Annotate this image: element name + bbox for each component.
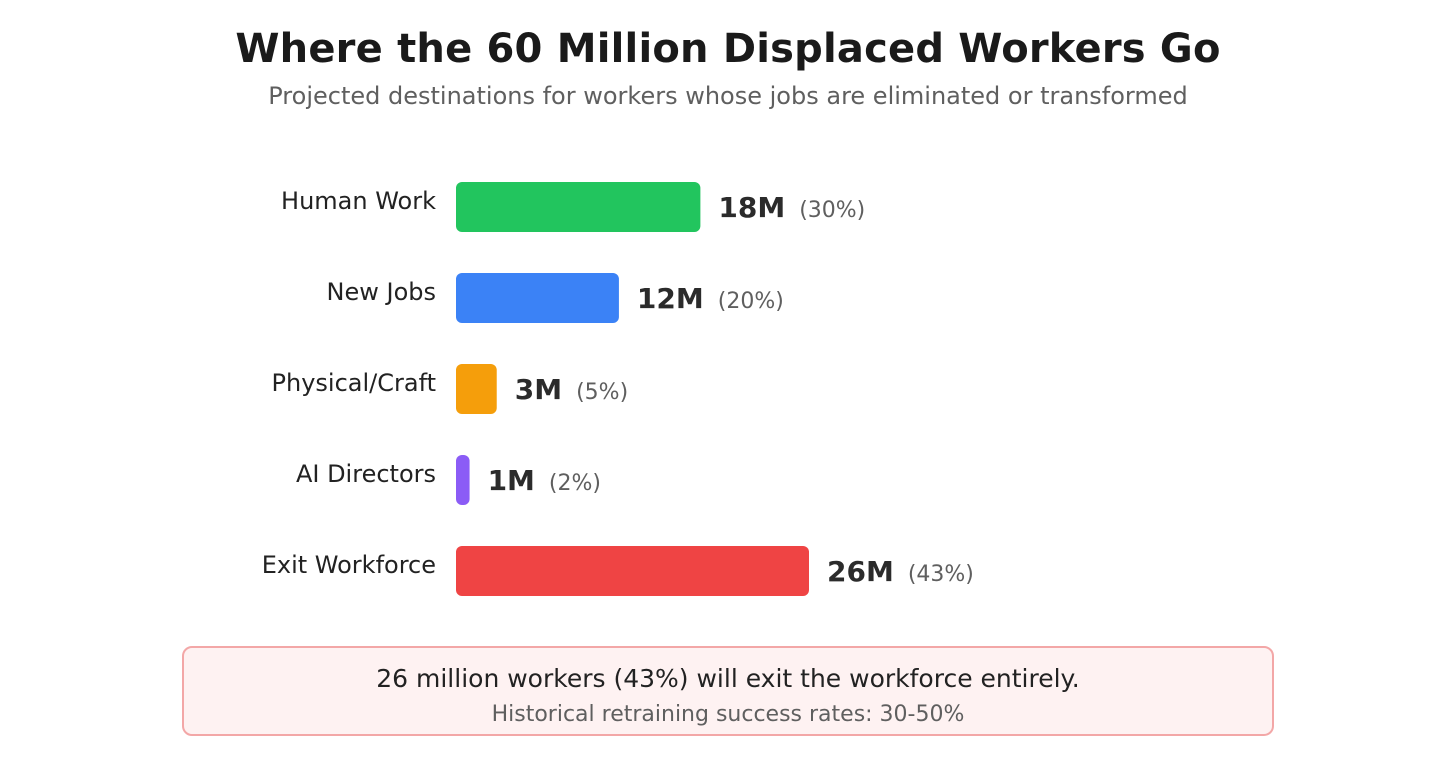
percent-label-exit-workforce: (43%) (908, 562, 974, 587)
percent-label-physical-craft: (5%) (576, 380, 628, 405)
bar-human-work (456, 182, 701, 232)
value-label-ai-directors: 1M (488, 464, 535, 497)
callout-sub-text: Historical retraining success rates: 30-… (491, 702, 965, 727)
callout-box: 26 million workers (43%) will exit the w… (182, 646, 1274, 736)
bar-physical-craft (456, 364, 497, 414)
percent-label-ai-directors: (2%) (549, 471, 601, 496)
value-label-human-work: 18M (718, 191, 785, 224)
bar-exit-workforce (456, 546, 809, 596)
category-label-new-jobs: New Jobs (327, 278, 436, 306)
chart-subtitle: Projected destinations for workers whose… (268, 82, 1188, 110)
percent-label-new-jobs: (20%) (718, 289, 784, 314)
category-label-exit-workforce: Exit Workforce (262, 551, 436, 579)
bar-chart: Human Work 18M (30%) New Jobs 12M (20%) Physic… (262, 182, 974, 596)
bar-ai-directors (456, 455, 470, 505)
callout-main-text: 26 million workers (43%) will exit the w… (376, 664, 1080, 693)
category-label-ai-directors: AI Directors (296, 460, 436, 488)
chart-title: Where the 60 Million Displaced Workers G… (235, 26, 1221, 72)
value-label-physical-craft: 3M (515, 373, 562, 406)
value-label-exit-workforce: 26M (827, 555, 894, 588)
category-label-human-work: Human Work (281, 187, 436, 215)
value-label-new-jobs: 12M (637, 282, 704, 315)
bar-new-jobs (456, 273, 619, 323)
percent-label-human-work: (30%) (799, 198, 865, 223)
category-label-physical-craft: Physical/Craft (272, 369, 436, 397)
